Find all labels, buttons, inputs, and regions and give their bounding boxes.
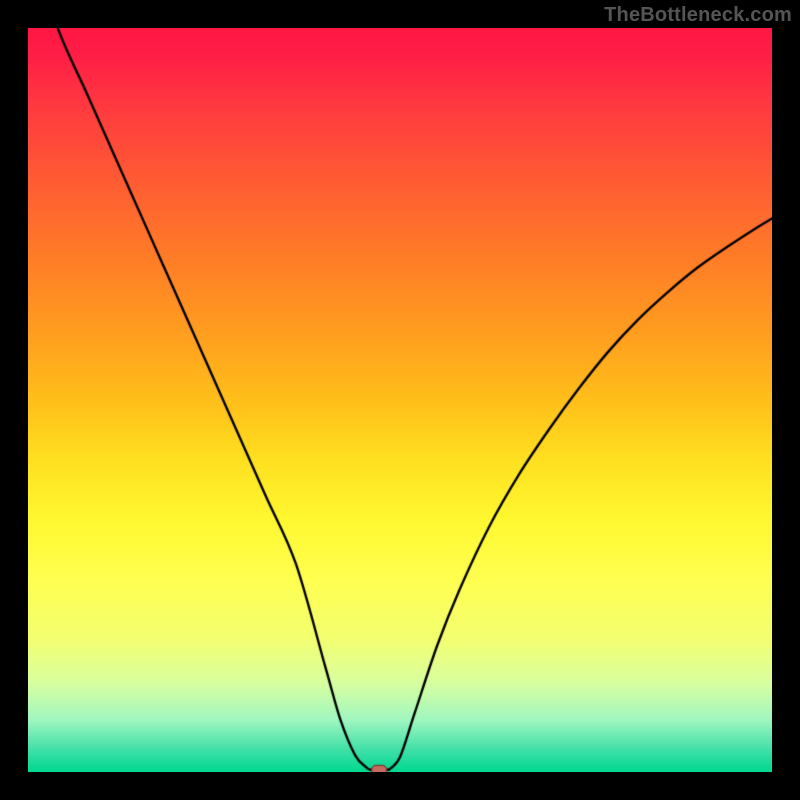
figure-container: TheBottleneck.com — [0, 0, 800, 800]
bottleneck-curve — [28, 28, 772, 772]
watermark-text: TheBottleneck.com — [604, 4, 792, 27]
plot-area — [28, 28, 772, 772]
